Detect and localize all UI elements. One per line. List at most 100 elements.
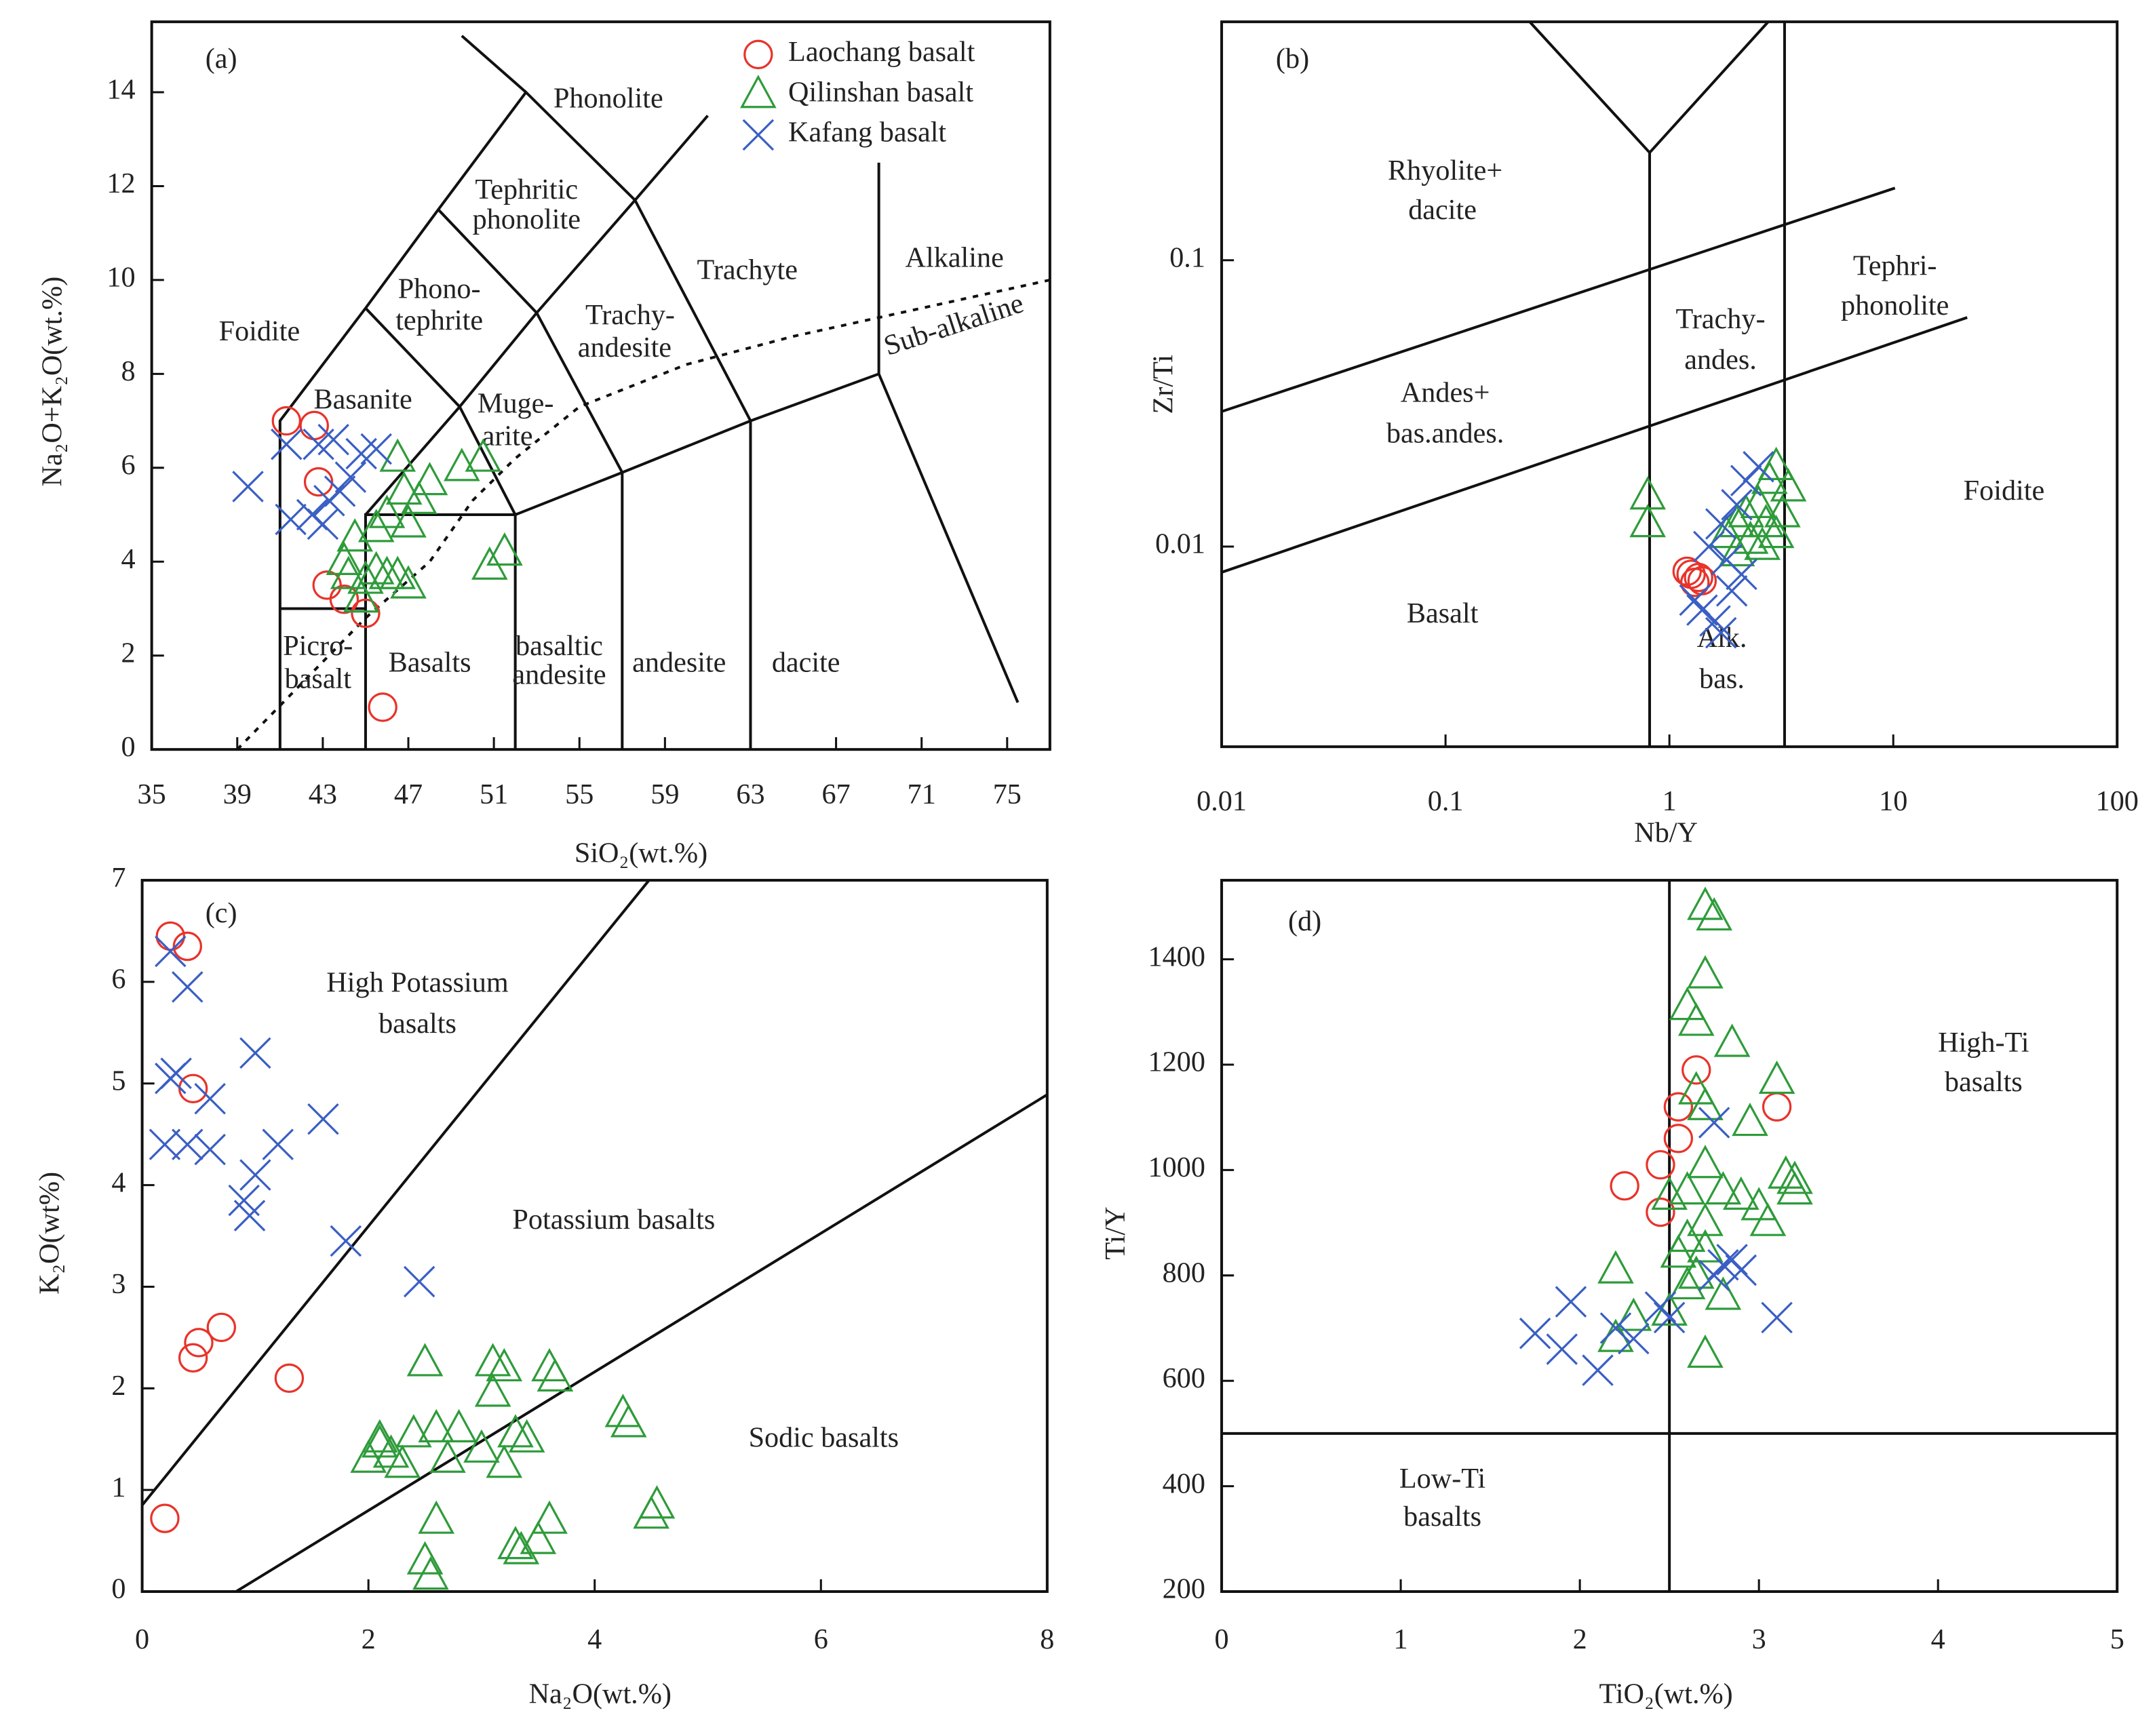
x-marker — [1761, 1301, 1793, 1334]
circle-marker — [1663, 1092, 1694, 1122]
triangle-marker — [520, 1520, 557, 1554]
field-label: High-Ti — [1938, 1027, 2029, 1059]
triangle-marker — [412, 1556, 449, 1590]
circle-marker — [303, 467, 334, 497]
triangle-marker — [1669, 1171, 1706, 1205]
x-marker — [172, 1128, 203, 1160]
x-tick-label: 1 — [1394, 1623, 1408, 1655]
x-marker — [1711, 544, 1743, 576]
x-tick-label: 59 — [650, 778, 679, 810]
triangle-marker — [395, 1414, 432, 1448]
x-marker — [1546, 1333, 1578, 1365]
triangle-marker — [1708, 515, 1745, 549]
alkaline-divide — [236, 278, 1051, 751]
y-tick-label: 7 — [111, 862, 125, 894]
panel-label: (b) — [1276, 43, 1309, 75]
field-label: phonolite — [1841, 290, 1949, 321]
x-marker — [275, 503, 307, 536]
x-marker — [271, 428, 303, 460]
triangle-marker — [465, 438, 502, 472]
triangle-marker — [463, 1429, 500, 1463]
y-tick-label: 5 — [111, 1065, 125, 1097]
field-boundary — [235, 1093, 1048, 1593]
triangle-marker — [1687, 1202, 1724, 1236]
x-marker — [239, 1159, 271, 1191]
x-marker — [1555, 1286, 1587, 1318]
field-label: basaltic — [516, 630, 603, 662]
field-label: andes. — [1684, 344, 1757, 376]
y-tick-label: 8 — [121, 355, 135, 387]
triangle-marker — [508, 1419, 545, 1453]
triangle-marker — [411, 462, 448, 496]
field-label: Phono- — [398, 273, 481, 305]
y-axis-label: K₂O(wt%) — [34, 1172, 66, 1295]
circle-marker — [368, 692, 397, 722]
circle-marker — [1646, 1197, 1675, 1227]
x-tick-label: 5 — [2110, 1623, 2124, 1655]
field-label: Picro- — [283, 630, 353, 662]
triangle-marker — [406, 1541, 444, 1575]
x-marker — [1582, 1354, 1614, 1386]
y-tick-label: 0.1 — [1169, 241, 1205, 273]
field-label: bas.andes. — [1386, 418, 1504, 450]
triangle-marker — [418, 1408, 455, 1442]
panel-label: (a) — [206, 43, 237, 75]
triangle-marker — [379, 438, 416, 472]
x-marker — [307, 1103, 339, 1135]
field-label: dacite — [1408, 194, 1477, 226]
x-marker — [307, 508, 339, 540]
y-axis-label: Ti/Y — [1100, 1206, 1131, 1259]
y-tick-label: 0 — [111, 1573, 125, 1605]
x-marker — [1699, 605, 1731, 637]
triangle-marker — [1757, 446, 1795, 480]
x-tick-label: 0 — [135, 1623, 149, 1655]
x-marker — [1686, 594, 1718, 626]
triangle-marker — [486, 1347, 523, 1382]
triangle-marker — [368, 494, 406, 528]
field-label: Alkaline — [906, 241, 1004, 273]
x-tick-label: 0.01 — [1197, 785, 1247, 817]
field-label: andesite — [632, 646, 726, 678]
triangle-marker — [1744, 526, 1781, 560]
y-tick-label: 10 — [106, 262, 135, 294]
x-tick-label: 1 — [1663, 785, 1677, 817]
x-marker — [1519, 1318, 1551, 1349]
x-axis-label: Nb/Y — [1634, 816, 1698, 848]
x-axis-label: SiO₂(wt.%) — [575, 837, 707, 869]
triangle-marker — [357, 551, 395, 585]
triangle-marker — [347, 560, 384, 594]
x-marker — [1705, 616, 1737, 649]
x-tick-label: 6 — [814, 1623, 828, 1655]
field-label: andesite — [512, 658, 606, 690]
x-tick-label: 71 — [908, 778, 936, 810]
panel-label: (c) — [206, 897, 237, 929]
field-label: basalt — [285, 663, 352, 694]
legend-label: Qilinshan basalt — [788, 76, 973, 108]
plot-frame — [150, 20, 1051, 751]
triangle-marker — [1629, 504, 1666, 538]
legend-marker — [742, 119, 775, 151]
legend-marker — [743, 39, 773, 70]
triangle-marker — [610, 1404, 647, 1438]
field-label: Trachy- — [1675, 303, 1765, 335]
x-marker — [194, 1133, 226, 1166]
x-marker — [334, 461, 367, 493]
y-tick-label: 1200 — [1148, 1046, 1205, 1078]
circle-marker — [1672, 556, 1702, 587]
x-tick-label: 4 — [587, 1623, 602, 1655]
x-marker — [1599, 1312, 1632, 1344]
x-marker — [1698, 1259, 1730, 1292]
triangle-marker — [1660, 1234, 1697, 1268]
triangle-marker — [1770, 468, 1807, 502]
triangle-marker — [1713, 1023, 1751, 1057]
x-marker — [172, 971, 203, 1003]
x-marker — [1743, 451, 1774, 483]
y-tick-label: 2 — [121, 637, 135, 669]
x-tick-label: 2 — [1573, 1623, 1587, 1655]
triangle-marker — [1615, 1297, 1652, 1331]
circle-marker — [351, 598, 381, 629]
circle-marker — [150, 1503, 180, 1533]
triangle-marker — [390, 565, 427, 599]
x-marker — [317, 424, 349, 456]
